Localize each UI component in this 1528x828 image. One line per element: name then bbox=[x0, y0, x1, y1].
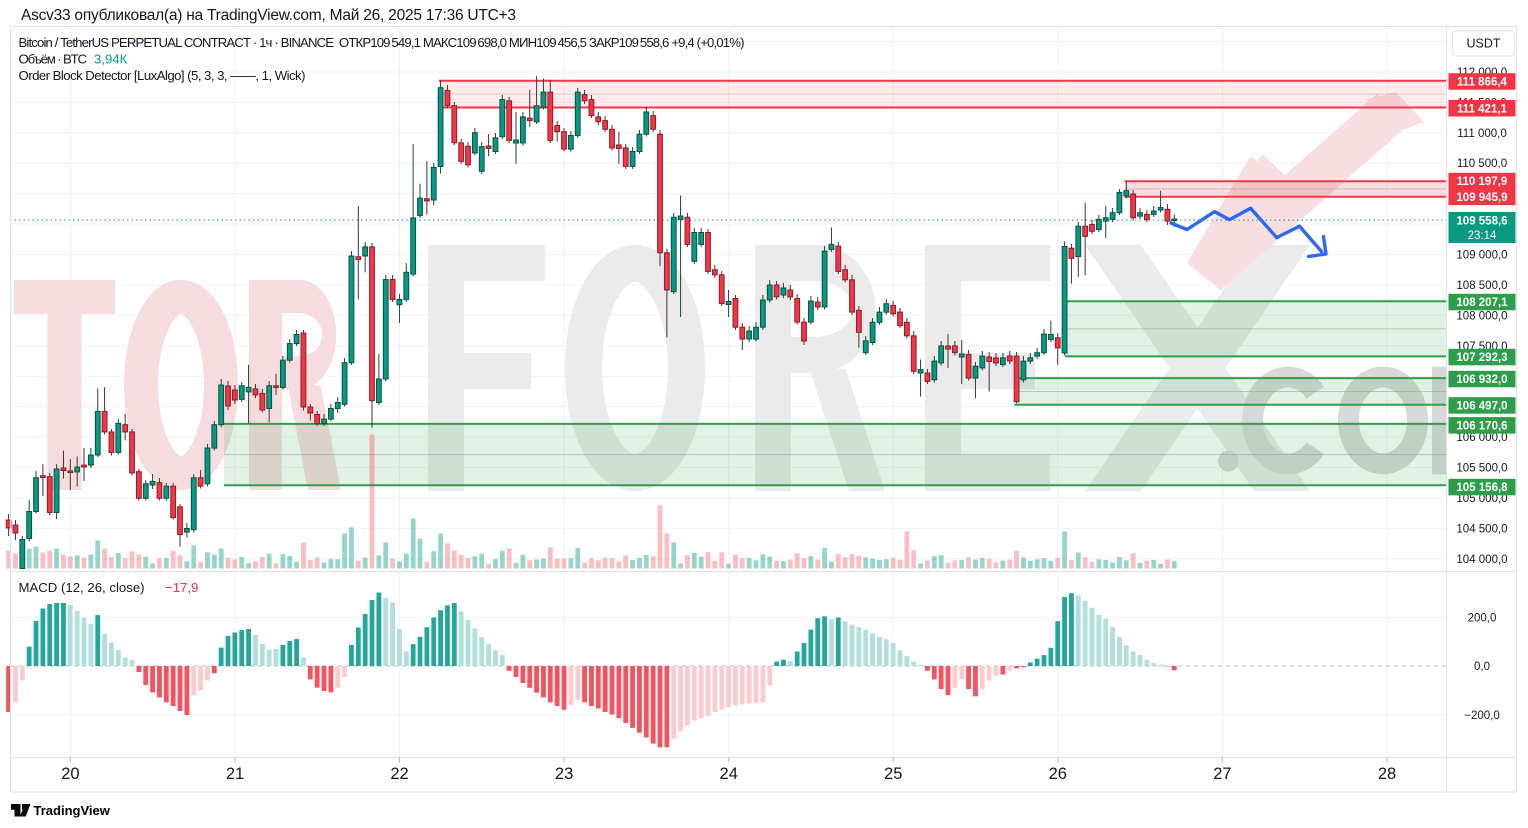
svg-text:20: 20 bbox=[61, 765, 79, 783]
svg-text:21: 21 bbox=[226, 765, 244, 783]
svg-text:111 421,1: 111 421,1 bbox=[1457, 103, 1507, 115]
svg-text:26: 26 bbox=[1049, 765, 1067, 783]
svg-text:MACD (12, 26, close): MACD (12, 26, close) bbox=[19, 580, 145, 595]
svg-text:105 500,0: 105 500,0 bbox=[1456, 463, 1507, 475]
svg-text:109 945,9: 109 945,9 bbox=[1456, 192, 1507, 204]
svg-text:104 000,0: 104 000,0 bbox=[1456, 554, 1507, 566]
svg-text:108 500,0: 108 500,0 bbox=[1456, 280, 1507, 292]
svg-text:Order Block Detector [LuxAlgo]: Order Block Detector [LuxAlgo] (5, 3, 3,… bbox=[19, 68, 306, 83]
svg-text:22: 22 bbox=[390, 765, 408, 783]
svg-text:25: 25 bbox=[884, 765, 902, 783]
svg-text:105 156,8: 105 156,8 bbox=[1456, 482, 1508, 494]
svg-text:28: 28 bbox=[1378, 765, 1396, 783]
svg-text:111 000,0: 111 000,0 bbox=[1457, 128, 1506, 140]
svg-text:107 292,3: 107 292,3 bbox=[1456, 352, 1507, 364]
svg-text:105 000,0: 105 000,0 bbox=[1456, 493, 1507, 505]
svg-text:106 932,0: 106 932,0 bbox=[1456, 374, 1507, 386]
svg-text:Ascv33 опубликовал(а) на Tradi: Ascv33 опубликовал(а) на TradingView.com… bbox=[21, 7, 516, 24]
svg-text:24: 24 bbox=[720, 765, 738, 783]
svg-text:3,94К: 3,94К bbox=[94, 52, 128, 67]
svg-text:104 500,0: 104 500,0 bbox=[1456, 523, 1507, 535]
svg-text:Bitcoin / TetherUS PERPETUAL C: Bitcoin / TetherUS PERPETUAL CONTRACT · … bbox=[19, 35, 745, 50]
svg-text:23:14: 23:14 bbox=[1468, 230, 1497, 242]
svg-text:27: 27 bbox=[1213, 765, 1231, 783]
svg-text:108 000,0: 108 000,0 bbox=[1456, 310, 1507, 322]
svg-text:23: 23 bbox=[555, 765, 573, 783]
svg-text:110 500,0: 110 500,0 bbox=[1457, 158, 1507, 170]
svg-text:106 170,6: 106 170,6 bbox=[1456, 420, 1507, 432]
svg-text:106 497,0: 106 497,0 bbox=[1456, 401, 1507, 413]
svg-text:109 000,0: 109 000,0 bbox=[1456, 250, 1507, 262]
svg-text:TradingView: TradingView bbox=[34, 803, 111, 818]
svg-text:Объём · BTC: Объём · BTC bbox=[19, 52, 88, 67]
svg-text:0,0: 0,0 bbox=[1474, 661, 1490, 673]
svg-text:109 558,6: 109 558,6 bbox=[1456, 216, 1507, 228]
svg-text:200,0: 200,0 bbox=[1468, 613, 1497, 625]
svg-text:USDT: USDT bbox=[1466, 37, 1500, 51]
svg-text:111 866,4: 111 866,4 bbox=[1457, 77, 1507, 89]
svg-text:110 197,9: 110 197,9 bbox=[1457, 176, 1508, 188]
svg-text:−200,0: −200,0 bbox=[1464, 710, 1500, 722]
svg-text:108 207,1: 108 207,1 bbox=[1456, 297, 1508, 309]
svg-text:−17,9: −17,9 bbox=[165, 580, 198, 595]
svg-text:106 000,0: 106 000,0 bbox=[1456, 432, 1507, 444]
